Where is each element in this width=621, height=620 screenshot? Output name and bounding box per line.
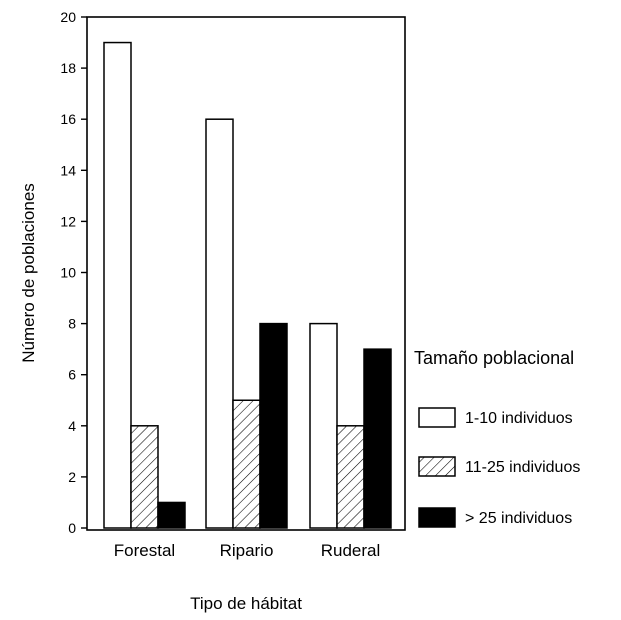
y-axis-title: Número de poblaciones	[19, 183, 38, 363]
legend-swatch-series-3	[418, 507, 456, 528]
bars	[103, 41, 392, 529]
x-axis-category-labels: Forestal Ripario Ruderal	[114, 541, 380, 560]
legend-swatch-series-2	[418, 456, 456, 477]
bar-ripario-series-3	[259, 322, 288, 529]
y-axis-ticks: 0 2 4 6 8 10 12 14 16 18 20	[60, 9, 87, 536]
legend-label-series-1: 1-10 individuos	[465, 410, 573, 427]
legend-title: Tamaño poblacional	[414, 348, 574, 368]
plot-frame	[86, 16, 406, 531]
y-tick-label: 4	[68, 418, 76, 434]
x-axis-title: Tipo de hábitat	[190, 594, 302, 613]
y-tick-label: 10	[60, 265, 76, 281]
bar-forestal-series-1	[103, 41, 132, 529]
y-tick-label: 14	[60, 162, 76, 178]
x-category-label: Ripario	[220, 541, 274, 560]
bar-ruderal-series-1	[309, 322, 338, 529]
y-tick-label: 0	[68, 520, 76, 536]
bar-forestal-series-3	[157, 501, 186, 529]
y-tick-label: 8	[68, 316, 76, 332]
bar-ripario-series-2	[232, 399, 261, 529]
bar-forestal-series-2	[130, 425, 159, 529]
bar-ripario-series-1	[205, 118, 234, 529]
legend: Tamaño poblacional 1-10 individuos 11-25 …	[414, 348, 580, 528]
legend-label-series-2: 11-25 individuos	[465, 459, 580, 476]
legend-label-series-3: > 25 individuos	[465, 510, 572, 527]
y-tick-label: 20	[60, 9, 76, 25]
x-category-label: Ruderal	[321, 541, 381, 560]
y-tick-label: 6	[68, 367, 76, 383]
y-tick-label: 12	[60, 213, 76, 229]
y-tick-label: 16	[60, 111, 76, 127]
y-tick-label: 2	[68, 469, 76, 485]
bar-ruderal-series-2	[336, 425, 365, 529]
x-category-label: Forestal	[114, 541, 175, 560]
bar-ruderal-series-3	[363, 348, 392, 529]
legend-swatch-series-1	[418, 407, 456, 428]
y-tick-label: 18	[60, 60, 76, 76]
